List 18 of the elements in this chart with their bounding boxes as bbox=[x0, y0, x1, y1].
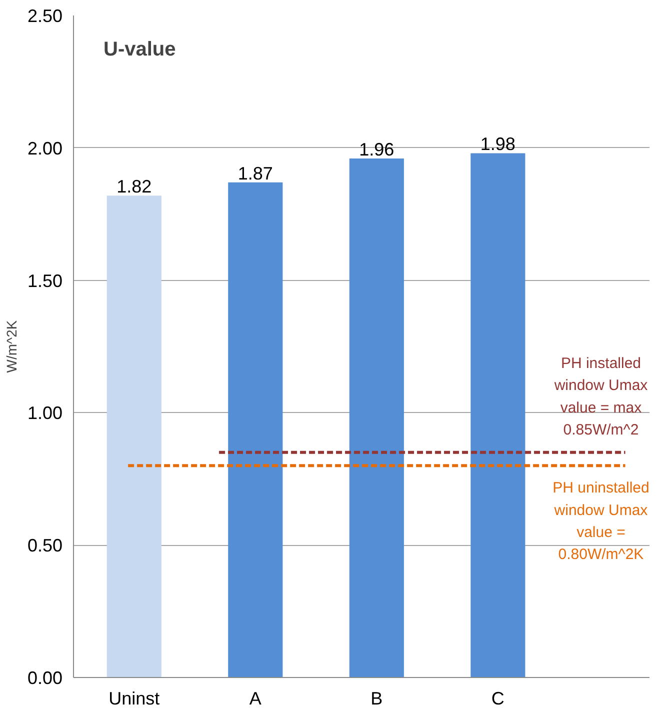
x-tick-label: A bbox=[249, 688, 262, 708]
y-tick-label: 0.00 bbox=[27, 668, 63, 688]
y-tick-label: 0.50 bbox=[27, 536, 63, 556]
data-label: 1.82 bbox=[116, 176, 152, 197]
y-tick-label: 1.50 bbox=[27, 270, 63, 291]
y-axis-title: W/m^2K bbox=[3, 320, 20, 373]
y-tick-label: 1.00 bbox=[27, 403, 63, 424]
text: U-value bbox=[104, 38, 176, 60]
data-label: 1.87 bbox=[238, 163, 273, 184]
ref-line-label: PH uninstalled window Umax value = 0.80W/m^2K bbox=[552, 480, 650, 563]
ref-line-label: PH installed window Umax value = max 0.85W/m^2 bbox=[553, 355, 648, 438]
x-tick-label: C bbox=[491, 688, 504, 708]
y-tick-label: 2.00 bbox=[27, 138, 63, 158]
x-tick-label: B bbox=[370, 688, 383, 708]
y-tick-label: 2.50 bbox=[27, 6, 63, 26]
x-tick-label: Uninst bbox=[108, 688, 160, 708]
data-label: 1.98 bbox=[480, 134, 516, 154]
data-label: 1.96 bbox=[359, 139, 394, 160]
